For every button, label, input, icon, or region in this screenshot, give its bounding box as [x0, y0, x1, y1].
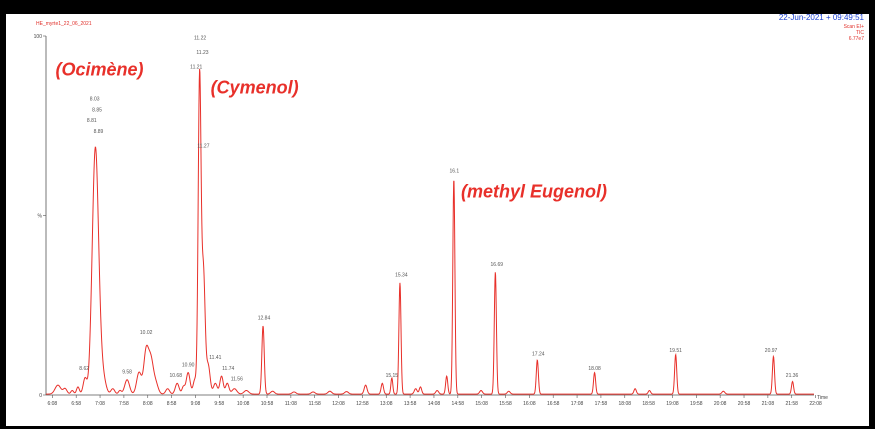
peak-label: 10.02 [140, 330, 153, 336]
peak-label: 16.1 [449, 168, 459, 174]
chromatogram-chart: HE_myrte1_22_06_2021 22-Jun-2021 + 09:49… [34, 14, 865, 407]
intensity-label: 6.77e7 [849, 36, 865, 42]
x-tick-label: 22:08 [809, 401, 822, 407]
y-tick-label: % [38, 214, 43, 220]
x-tick-label: 7:08 [95, 401, 105, 407]
x-tick-label: 17:08 [571, 401, 584, 407]
chromatogram-panel: HE_myrte1_22_06_2021 22-Jun-2021 + 09:49… [6, 14, 869, 426]
chart-header: HE_myrte1_22_06_2021 22-Jun-2021 + 09:49… [36, 14, 865, 42]
compound-annotations: (Ocimène) (Cymenol) (methyl Eugenol) [56, 59, 607, 201]
x-tick-label: 19:08 [666, 401, 679, 407]
peak-label: 11.21 [190, 64, 202, 70]
peak-label: 11.74 [222, 366, 234, 372]
trace-group [46, 68, 814, 395]
x-tick-label: 12:58 [356, 401, 369, 407]
peak-label: 8.62 [79, 366, 89, 372]
peak-label: 17.24 [532, 352, 545, 358]
x-tick-label: 14:58 [452, 401, 465, 407]
x-tick-label: 11:58 [309, 401, 321, 407]
x-tick-label: 9:58 [214, 401, 224, 407]
x-tick-label: 8:08 [143, 401, 153, 407]
peak-label: 8.81 [87, 118, 97, 124]
peak-label: 16.69 [491, 262, 504, 268]
peak-label: 15.15 [386, 373, 399, 379]
x-tick-label: 15:58 [499, 401, 512, 407]
peak-label: 11.27 [197, 143, 209, 149]
peak-label: 8.03 [90, 97, 100, 103]
x-tick-label: 10:08 [237, 401, 250, 407]
x-tick-label: 17:58 [595, 401, 608, 407]
peak-label: 12.84 [258, 316, 271, 322]
y-tick-label: 0 [39, 393, 42, 399]
x-axis-label: Time [817, 395, 828, 401]
x-tick-label: 6:08 [47, 401, 57, 407]
x-tick-label: 11:08 [285, 401, 297, 407]
x-tick-label: 16:08 [523, 401, 536, 407]
x-tick-label: 20:58 [738, 401, 751, 407]
x-tick-label: 15:08 [475, 401, 488, 407]
x-tick-label: 12:08 [332, 401, 345, 407]
datetime-label: 22-Jun-2021 + 09:49:51 [779, 14, 865, 22]
axes: 100% 0 6:08 6:58 7:08 7:58 8:08 8:58 9:08 9:58 10:… [34, 34, 828, 407]
file-id-label: HE_myrte1_22_06_2021 [36, 21, 92, 27]
x-tick-label: 14:08 [428, 401, 441, 407]
peak-label: 9.58 [122, 369, 132, 375]
tic-trace-line [46, 68, 814, 395]
peak-label: 11.22 [194, 36, 206, 42]
compound-annotation: (methyl Eugenol) [461, 182, 607, 202]
x-tick-label: 16:58 [547, 401, 560, 407]
x-tick-label: 10:58 [261, 401, 274, 407]
x-tick-label: 7:58 [119, 401, 129, 407]
x-tick-label: 9:08 [191, 401, 201, 407]
compound-annotation: (Cymenol) [211, 77, 299, 97]
peak-label: 10.68 [169, 373, 182, 379]
x-tick-label: 19:58 [690, 401, 703, 407]
peak-label: 19.51 [669, 348, 682, 354]
x-tick-label: 18:58 [642, 401, 655, 407]
peak-label: 11.41 [209, 355, 221, 361]
peak-label: 18.08 [588, 366, 601, 372]
x-tick-label: 20:08 [714, 401, 727, 407]
y-tick-label: 100 [34, 34, 43, 40]
compound-annotation: (Ocimène) [56, 59, 144, 79]
peak-label: 20.97 [765, 348, 778, 354]
peak-label: 8.89 [94, 129, 104, 135]
x-tick-label: 13:58 [404, 401, 417, 407]
x-tick-label: 18:08 [619, 401, 632, 407]
peak-label: 15.34 [395, 273, 408, 279]
trace-label: TIC [856, 30, 864, 36]
x-tick-label: 6:58 [71, 401, 81, 407]
x-tick-label: 8:58 [167, 401, 177, 407]
peak-label: 8.85 [92, 107, 102, 113]
peak-label: 10.90 [182, 362, 195, 368]
peak-label: 11.23 [196, 50, 208, 56]
x-tick-label: 21:58 [785, 401, 798, 407]
peak-label: 11.56 [231, 377, 243, 383]
peak-label: 21.36 [786, 373, 799, 379]
x-tick-label: 21:08 [762, 401, 775, 407]
scan-mode-label: Scan EI+ [844, 24, 865, 30]
x-tick-label: 13:08 [380, 401, 393, 407]
